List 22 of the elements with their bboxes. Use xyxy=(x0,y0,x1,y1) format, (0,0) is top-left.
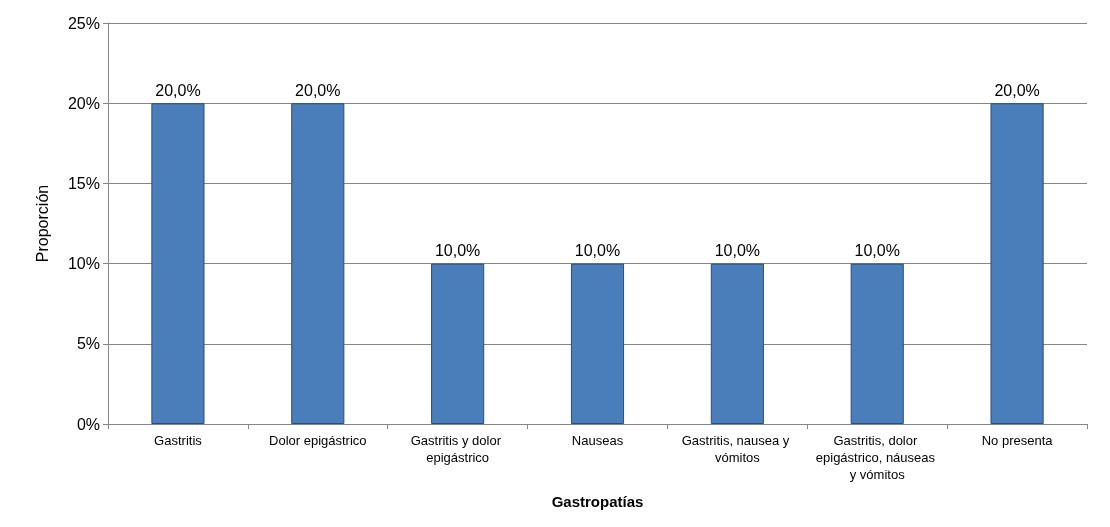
y-tick-label: 25% xyxy=(67,14,100,32)
x-tick-label: Nauseas xyxy=(571,433,624,448)
x-tick-label: Gastritis xyxy=(154,433,203,448)
data-label: 10,0% xyxy=(574,242,621,260)
x-tick-label: Gastritis y dolor epigástrico xyxy=(410,433,505,465)
y-tick-label: 20% xyxy=(67,94,100,112)
data-label: 20,0% xyxy=(295,81,341,99)
y-axis-title: Proporción xyxy=(33,184,51,263)
data-label: 20,0% xyxy=(994,81,1040,99)
x-tick-label: No presenta xyxy=(981,433,1054,448)
y-tick-label: 15% xyxy=(67,174,100,192)
x-tick-label: Dolor epigástrico xyxy=(269,433,367,448)
x-tick-label: Gastritis, nausea y vómitos xyxy=(681,433,793,465)
data-label: 10,0% xyxy=(854,242,900,260)
data-label: 20,0% xyxy=(155,81,201,99)
x-tick-label: Gastritis, dolor epigástrico, náuseas y vómitos xyxy=(815,433,939,482)
y-tick-label: 5% xyxy=(76,335,100,353)
y-tick-label: 10% xyxy=(67,255,100,273)
y-tick-label: 0% xyxy=(76,415,100,433)
x-axis-title: Gastropatías xyxy=(551,493,644,510)
data-label: 10,0% xyxy=(714,242,761,260)
data-label: 10,0% xyxy=(434,242,481,260)
